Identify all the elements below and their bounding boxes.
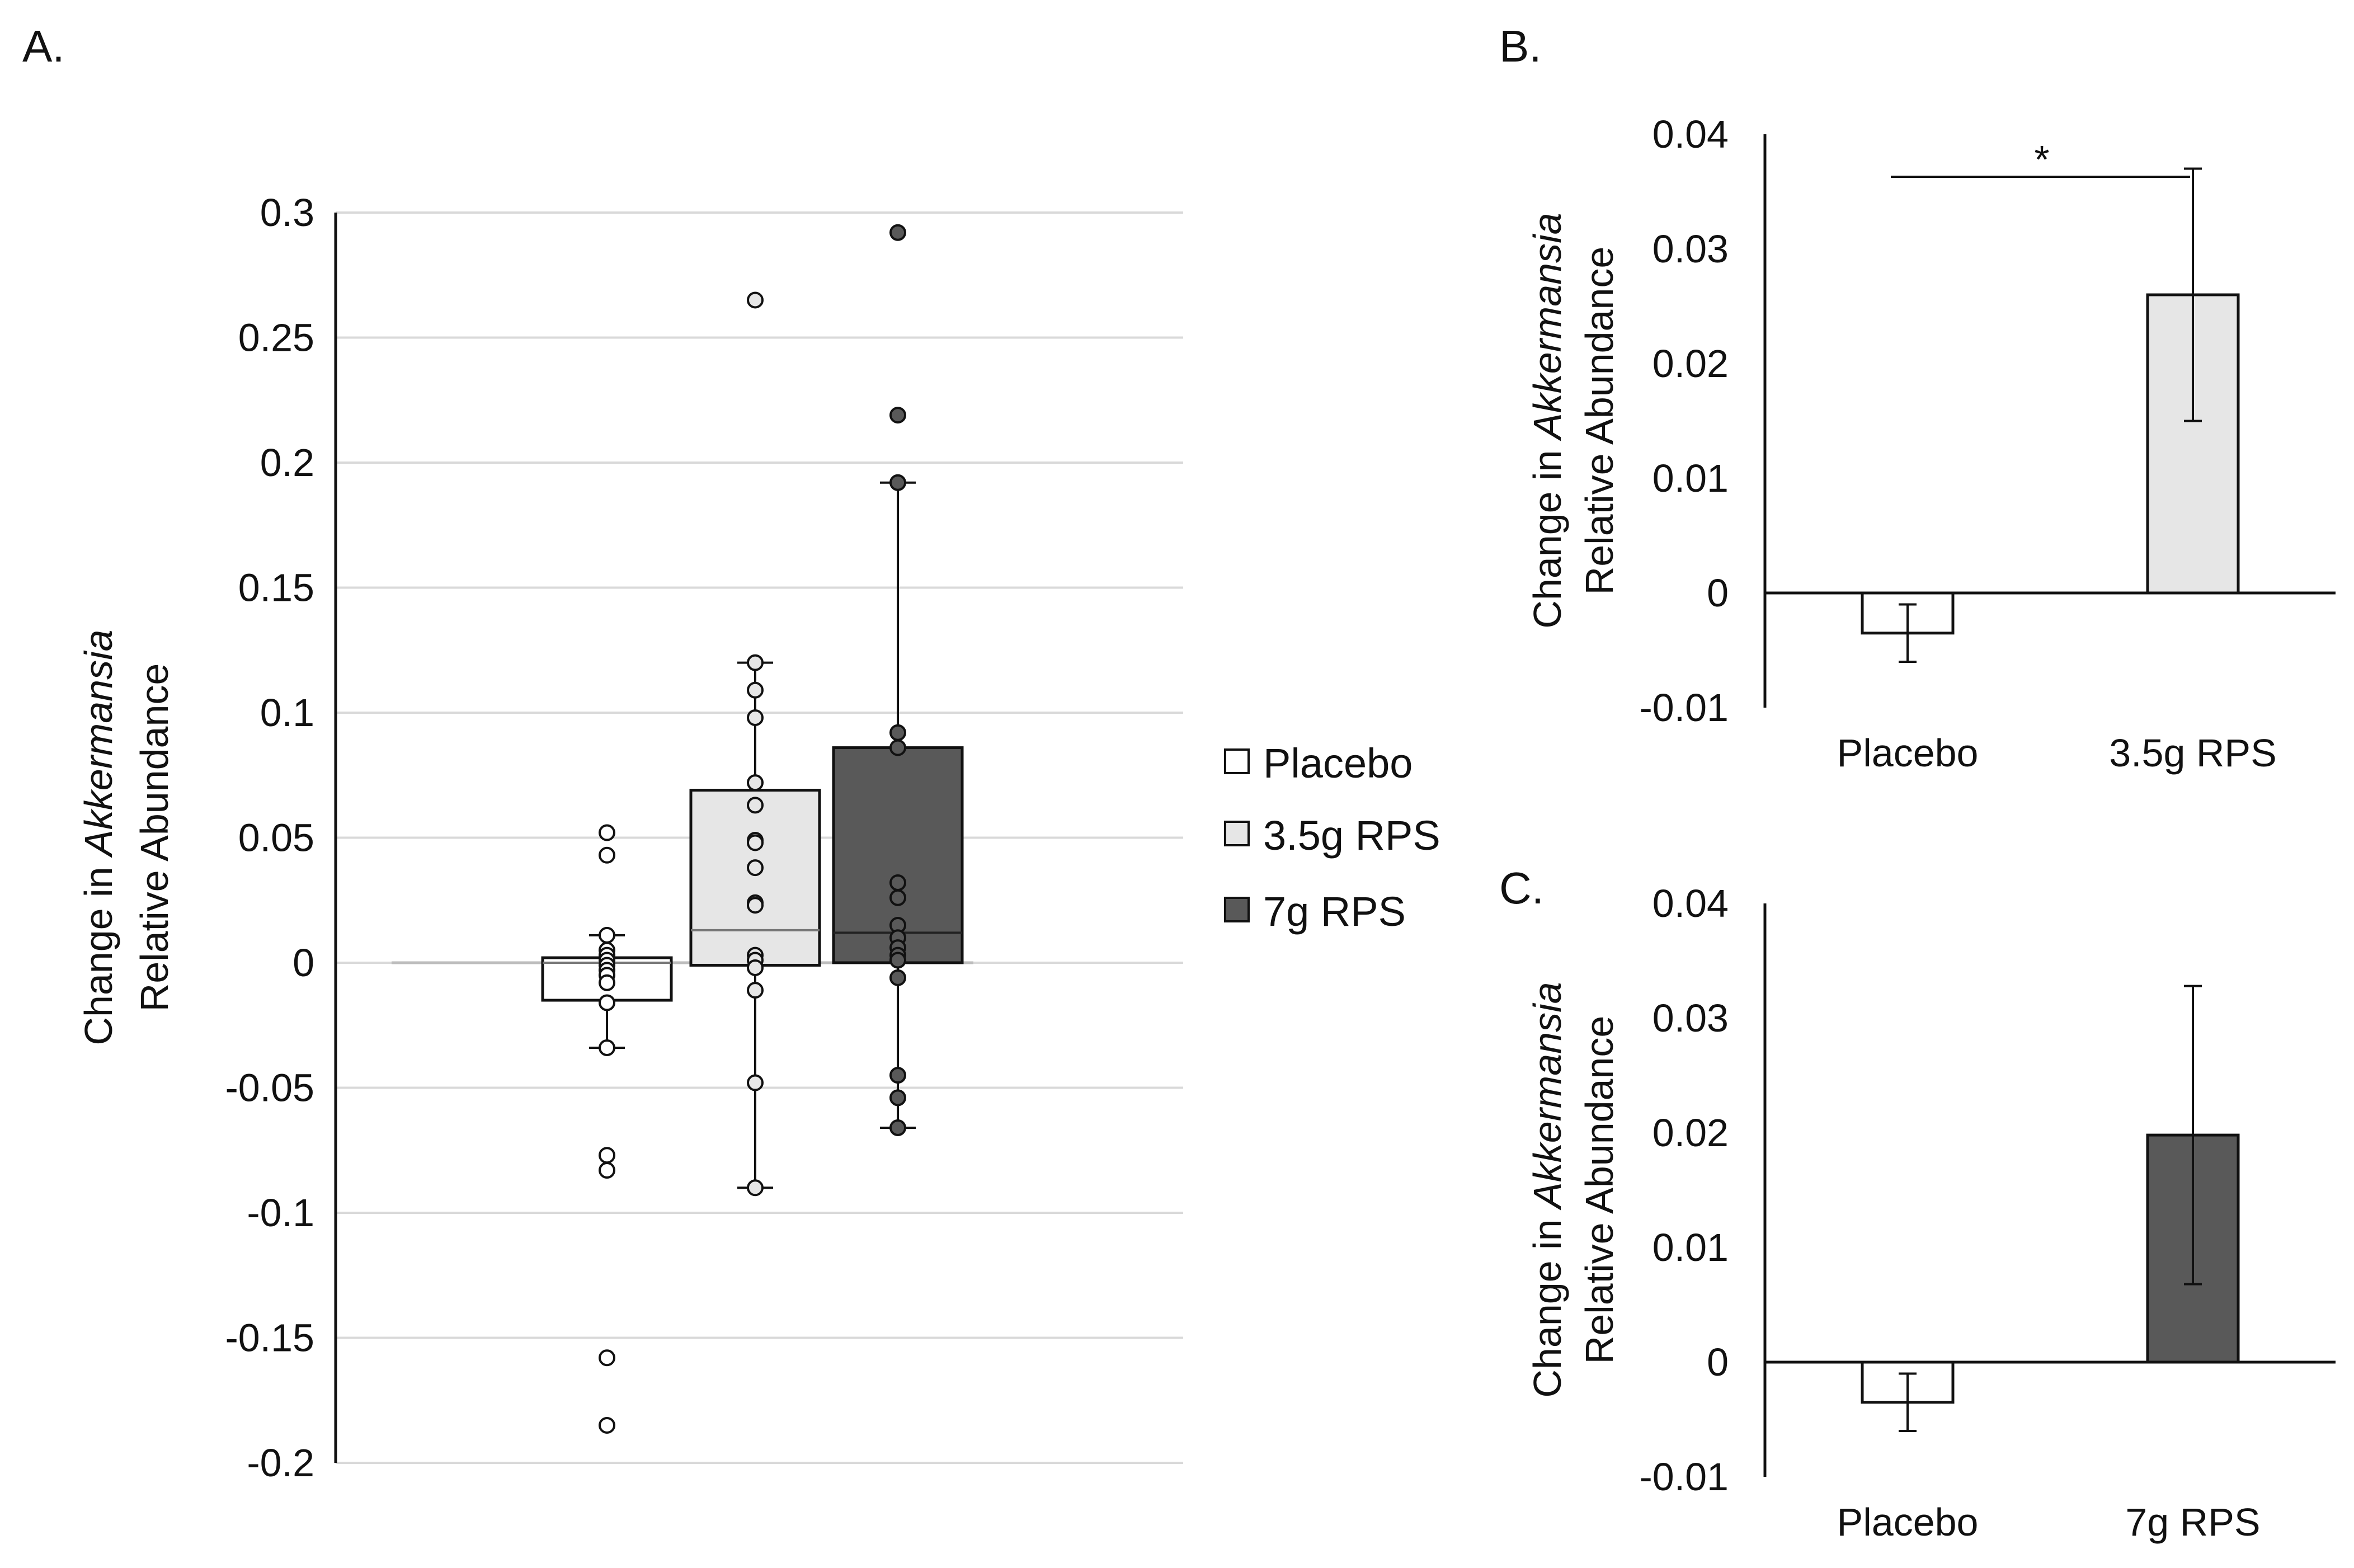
- point-placebo: [599, 846, 615, 864]
- panel-a-box-plot: 0.3 0.25 0.2 0.15 0.1 0.05 0 -0.05 -0.1 -0.15 -0.2…: [77, 191, 1183, 1485]
- legend-item-placebo: Placebo: [1224, 740, 1413, 787]
- panel-b-y-ticks: 0.04 0.03 0.02 0.01 0 -0.01: [1639, 112, 1729, 729]
- point-placebo: [599, 1147, 615, 1164]
- panel-b-significance: *: [1891, 138, 2190, 181]
- point-7g-rps: [889, 739, 906, 756]
- panel-c-y-ticks: 0.04 0.03 0.02 0.01 0 -0.01: [1639, 882, 1729, 1499]
- panel-a-y-tick-label: -0.1: [247, 1191, 314, 1235]
- panel-b-y-tick-label: 0.02: [1652, 342, 1729, 385]
- point-placebo: [599, 1349, 615, 1367]
- panel-b-bars: [1861, 167, 2240, 663]
- point-3-5g-rps: [747, 859, 764, 877]
- panel-b-y-tick-label: 0.01: [1652, 456, 1729, 500]
- legend-swatch-7g-rps: [1224, 897, 1250, 922]
- point-7g-rps: [889, 724, 906, 741]
- point-7g-rps: [889, 1067, 906, 1084]
- panel-c-category-label-7g-rps: 7g RPS: [2125, 1500, 2260, 1544]
- panel-c-y-tick-label: 0.03: [1652, 996, 1729, 1040]
- point-7g-rps: [889, 407, 906, 424]
- panel-b-y-tick-label: 0.04: [1652, 112, 1729, 156]
- panel-c-y-title-line1: Change in Akkermansia: [1526, 982, 1569, 1397]
- point-3-5g-rps: [747, 834, 764, 851]
- legend-swatch-3-5g-rps: [1224, 821, 1250, 846]
- panel-a-points: [599, 224, 906, 1434]
- panel-label-a: A.: [22, 21, 65, 71]
- panel-b-category-labels: Placebo 3.5g RPS: [1837, 731, 2277, 775]
- panel-a-y-tick-label: 0.2: [260, 441, 314, 484]
- point-placebo: [599, 1162, 615, 1179]
- panel-a-y-tick-label: 0.3: [260, 191, 314, 234]
- panel-a-y-tick-label: -0.15: [225, 1316, 314, 1360]
- legend-label-7g-rps: 7g RPS: [1263, 888, 1406, 935]
- panel-label-b: B.: [1499, 21, 1542, 71]
- panel-b-category-label-3-5g-rps: 3.5g RPS: [2109, 731, 2277, 775]
- point-3-5g-rps: [747, 959, 764, 976]
- legend-label-placebo: Placebo: [1263, 740, 1413, 787]
- panel-b-y-tick-label: 0.03: [1652, 227, 1729, 271]
- point-placebo: [599, 1416, 615, 1434]
- panel-b-y-title-line1: Change in Akkermansia: [1526, 213, 1569, 628]
- point-3-5g-rps: [747, 1179, 764, 1197]
- point-7g-rps: [889, 1119, 906, 1137]
- point-3-5g-rps: [747, 797, 764, 814]
- point-placebo: [599, 926, 615, 944]
- point-3-5g-rps: [747, 1074, 764, 1091]
- point-placebo: [599, 1039, 615, 1056]
- point-placebo: [599, 974, 615, 991]
- panel-c-bar-chart: 0.04 0.03 0.02 0.01 0 -0.01 Change in Akkerma…: [1526, 882, 2336, 1544]
- panel-b-bar-chart: 0.04 0.03 0.02 0.01 0 -0.01 Change in Akkerma…: [1526, 112, 2336, 775]
- panel-b-category-label-placebo: Placebo: [1837, 731, 1979, 775]
- panel-c-y-tick-label: 0.04: [1652, 882, 1729, 925]
- panel-c-bars: [1861, 985, 2240, 1432]
- panel-label-c: C.: [1499, 863, 1544, 913]
- panel-a-boxes: [392, 481, 973, 1189]
- point-3-5g-rps: [747, 774, 764, 792]
- panel-c-category-label-placebo: Placebo: [1837, 1500, 1979, 1544]
- panel-a-y-title-line2: Relative Abundance: [133, 663, 176, 1012]
- panel-a-y-tick-label: 0.15: [238, 566, 314, 610]
- point-7g-rps: [889, 874, 906, 891]
- panel-a-y-tick-label: -0.2: [247, 1441, 314, 1485]
- point-3-5g-rps: [747, 291, 764, 309]
- panel-b-y-tick-label: 0: [1707, 571, 1729, 615]
- panel-a-y-tick-label: 0.25: [238, 316, 314, 360]
- point-7g-rps: [889, 969, 906, 986]
- legend-label-3-5g-rps: 3.5g RPS: [1263, 812, 1440, 859]
- point-7g-rps: [889, 889, 906, 906]
- panel-a-y-tick-label: 0.05: [238, 816, 314, 860]
- panel-a-y-tick-label: 0: [293, 941, 314, 985]
- panel-b-y-title-line2: Relative Abundance: [1578, 247, 1621, 595]
- point-7g-rps: [889, 224, 906, 241]
- point-3-5g-rps: [747, 654, 764, 671]
- point-7g-rps: [889, 952, 906, 969]
- panel-c-category-labels: Placebo 7g RPS: [1837, 1500, 2261, 1544]
- legend: Placebo 3.5g RPS 7g RPS: [1224, 740, 1440, 935]
- panel-a-y-ticks: 0.3 0.25 0.2 0.15 0.1 0.05 0 -0.05 -0.1 -0.15 -0.2: [225, 191, 314, 1485]
- panel-a-y-tick-label: 0.1: [260, 691, 314, 734]
- panel-a-y-tick-label: -0.05: [225, 1066, 314, 1110]
- point-placebo: [599, 824, 615, 841]
- legend-item-3-5g-rps: 3.5g RPS: [1224, 812, 1440, 859]
- panel-c-y-tick-label: 0.02: [1652, 1111, 1729, 1155]
- panel-a-y-title-line1: Change in Akkermansia: [77, 629, 120, 1045]
- point-3-5g-rps: [747, 709, 764, 726]
- point-3-5g-rps: [747, 681, 764, 699]
- point-3-5g-rps: [747, 982, 764, 999]
- point-3-5g-rps: [747, 897, 764, 914]
- panel-c-y-title-line2: Relative Abundance: [1578, 1016, 1621, 1364]
- panel-c-y-tick-label: 0: [1707, 1340, 1729, 1384]
- point-7g-rps: [889, 474, 906, 491]
- panel-c-y-tick-label: -0.01: [1639, 1455, 1729, 1499]
- point-placebo: [599, 994, 615, 1011]
- point-7g-rps: [889, 1089, 906, 1106]
- panel-b-y-tick-label: -0.01: [1639, 686, 1729, 729]
- box-3-5g-rps: [689, 789, 821, 967]
- legend-item-7g-rps: 7g RPS: [1224, 888, 1406, 935]
- legend-swatch-placebo: [1224, 748, 1250, 774]
- panel-b-significance-star: *: [2034, 138, 2049, 181]
- panel-c-y-tick-label: 0.01: [1652, 1226, 1729, 1269]
